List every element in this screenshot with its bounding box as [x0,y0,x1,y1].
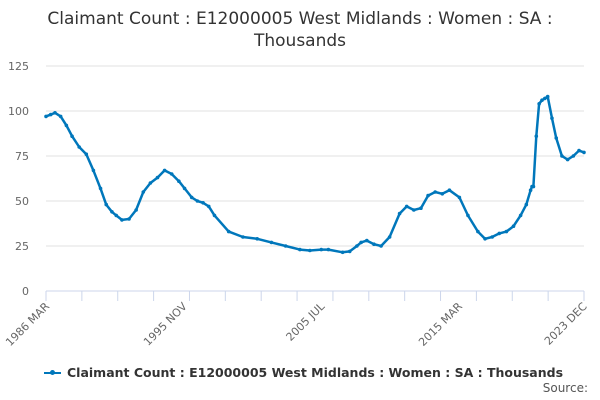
data-point [457,195,462,200]
data-point [340,250,345,255]
data-point [148,181,153,185]
data-point [419,206,423,210]
data-point [169,172,174,176]
data-point [379,244,383,248]
data-point [511,224,516,228]
legend-line-marker-icon [44,367,61,379]
data-point [524,202,529,207]
x-tick-label: 2015 MAR [416,300,465,349]
data-point [255,237,259,241]
x-tick-label: 2023 DEC [542,300,590,348]
data-point [426,193,430,198]
y-tick-label: 75 [15,150,29,163]
data-point [545,94,550,99]
y-tick-label: 25 [15,240,29,253]
data-point [504,229,509,234]
data-point [195,199,200,203]
data-point [554,136,559,140]
data-point [110,210,114,214]
y-tick-label: 125 [8,60,29,73]
data-point [577,148,581,153]
chart-title: Claimant Count : E12000005 West Midlands… [47,9,553,51]
data-point [308,248,312,253]
data-point [397,211,402,216]
data-point [70,134,74,138]
data-point [91,168,96,173]
data-point [412,208,416,212]
data-point [241,235,245,239]
data-point [120,218,124,222]
data-point [177,179,181,183]
y-tick-label: 0 [22,285,29,298]
y-tick-label: 100 [8,105,29,118]
data-point [433,190,437,194]
data-point [127,217,131,221]
data-point [326,247,331,252]
data-point [48,112,53,117]
data-point [283,244,288,248]
data-point [226,229,231,234]
data-point [565,157,570,162]
data-point [571,154,576,158]
data-point [64,123,69,128]
x-tick-label: 2005 JUL [284,299,328,343]
data-point [212,213,217,218]
data-point [141,190,146,194]
data-point [447,188,452,192]
data-point [440,192,445,196]
data-point [206,204,211,209]
data-point [134,208,138,212]
data-point [269,240,274,245]
data-point [560,154,564,158]
data-point [114,213,119,218]
data-point [490,235,494,239]
data-point [44,114,48,119]
data-point [298,247,302,252]
data-line [45,95,585,254]
data-point [483,237,487,241]
source-label: Source: [542,381,588,395]
data-point [155,175,160,180]
data-point [104,202,109,207]
data-point [372,242,376,246]
data-point [550,116,554,120]
data-point [319,247,324,252]
y-tick-label: 50 [15,195,29,208]
data-point [466,213,470,218]
data-point [543,96,547,101]
data-point [84,152,89,156]
x-tick-label: 1995 NOV [141,300,190,349]
data-point [540,98,544,102]
data-point [582,150,586,155]
x-tick-label: 1986 MAR [3,300,52,349]
data-point [531,184,536,189]
data-point [53,111,57,115]
data-point [387,235,392,239]
data-point [518,213,523,218]
data-point [534,134,539,138]
data-point [497,231,502,236]
data-point [347,249,352,254]
data-point [189,195,194,200]
data-point [162,168,167,173]
data-point [98,186,103,191]
data-point [77,145,81,149]
data-point [58,114,63,119]
data-point [528,188,533,192]
data-point [359,240,363,245]
data-point [537,102,541,106]
data-point [476,229,480,234]
legend-item[interactable]: Claimant Count : E12000005 West Midlands… [44,365,563,380]
data-point [201,201,205,205]
data-point [365,238,369,243]
legend-label: Claimant Count : E12000005 West Midlands… [67,365,564,380]
data-point [182,186,187,191]
data-point [355,244,359,248]
data-point [404,204,409,209]
